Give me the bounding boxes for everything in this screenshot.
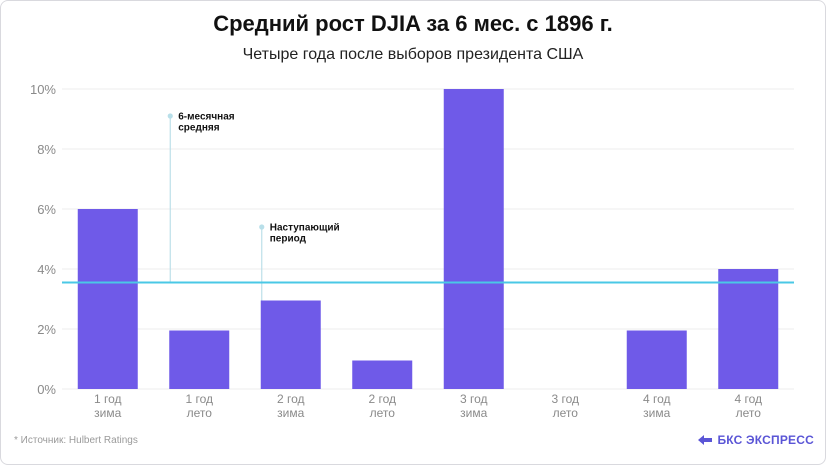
bar (169, 330, 230, 389)
x-tick-sublabel: зима (94, 406, 121, 420)
x-tick-label: 3 год (460, 392, 488, 406)
x-tick-label: 2 год (368, 392, 396, 406)
annotation-text: средняя (178, 123, 219, 134)
y-tick-label: 6% (37, 202, 56, 217)
y-tick-label: 0% (37, 382, 56, 397)
x-tick-sublabel: зима (643, 406, 670, 420)
x-tick-label: 4 год (734, 392, 762, 406)
y-tick-label: 2% (37, 322, 56, 337)
x-tick-label: 1 год (185, 392, 213, 406)
bar (260, 300, 321, 389)
x-tick-label: 1 год (94, 392, 122, 406)
x-tick-sublabel: лето (736, 406, 762, 420)
annotation-text: период (270, 234, 307, 245)
x-tick-sublabel: зима (277, 406, 304, 420)
x-tick-sublabel: лето (370, 406, 396, 420)
brand-mark-icon (698, 435, 713, 445)
x-tick-sublabel: зима (460, 406, 487, 420)
y-tick-label: 8% (37, 142, 56, 157)
x-tick-label: 2 год (277, 392, 305, 406)
y-tick-label: 10% (30, 82, 56, 97)
annotation-text: Наступающий (270, 223, 340, 234)
brand-name: БКС ЭКСПРЕСС (717, 433, 814, 447)
bar (352, 360, 413, 389)
brand-logo: БКС ЭКСПРЕСС (697, 433, 814, 447)
chart-title: Средний рост DJIA за 6 мес. с 1896 г. (213, 11, 613, 36)
x-tick-sublabel: лето (553, 406, 579, 420)
annotation-dot (167, 113, 173, 119)
x-tick-label: 3 год (551, 392, 579, 406)
bar (443, 89, 504, 389)
bar (626, 330, 687, 389)
x-tick-label: 4 год (643, 392, 671, 406)
annotation-dot (259, 224, 265, 230)
chart-subtitle: Четыре года после выборов президента США (242, 46, 584, 63)
x-tick-sublabel: лето (187, 406, 213, 420)
bar (77, 209, 138, 389)
annotation-text: 6-месячная (178, 112, 235, 123)
source-footnote: * Источник: Hulbert Ratings (14, 435, 138, 446)
y-tick-label: 4% (37, 262, 56, 277)
bar (718, 269, 779, 389)
